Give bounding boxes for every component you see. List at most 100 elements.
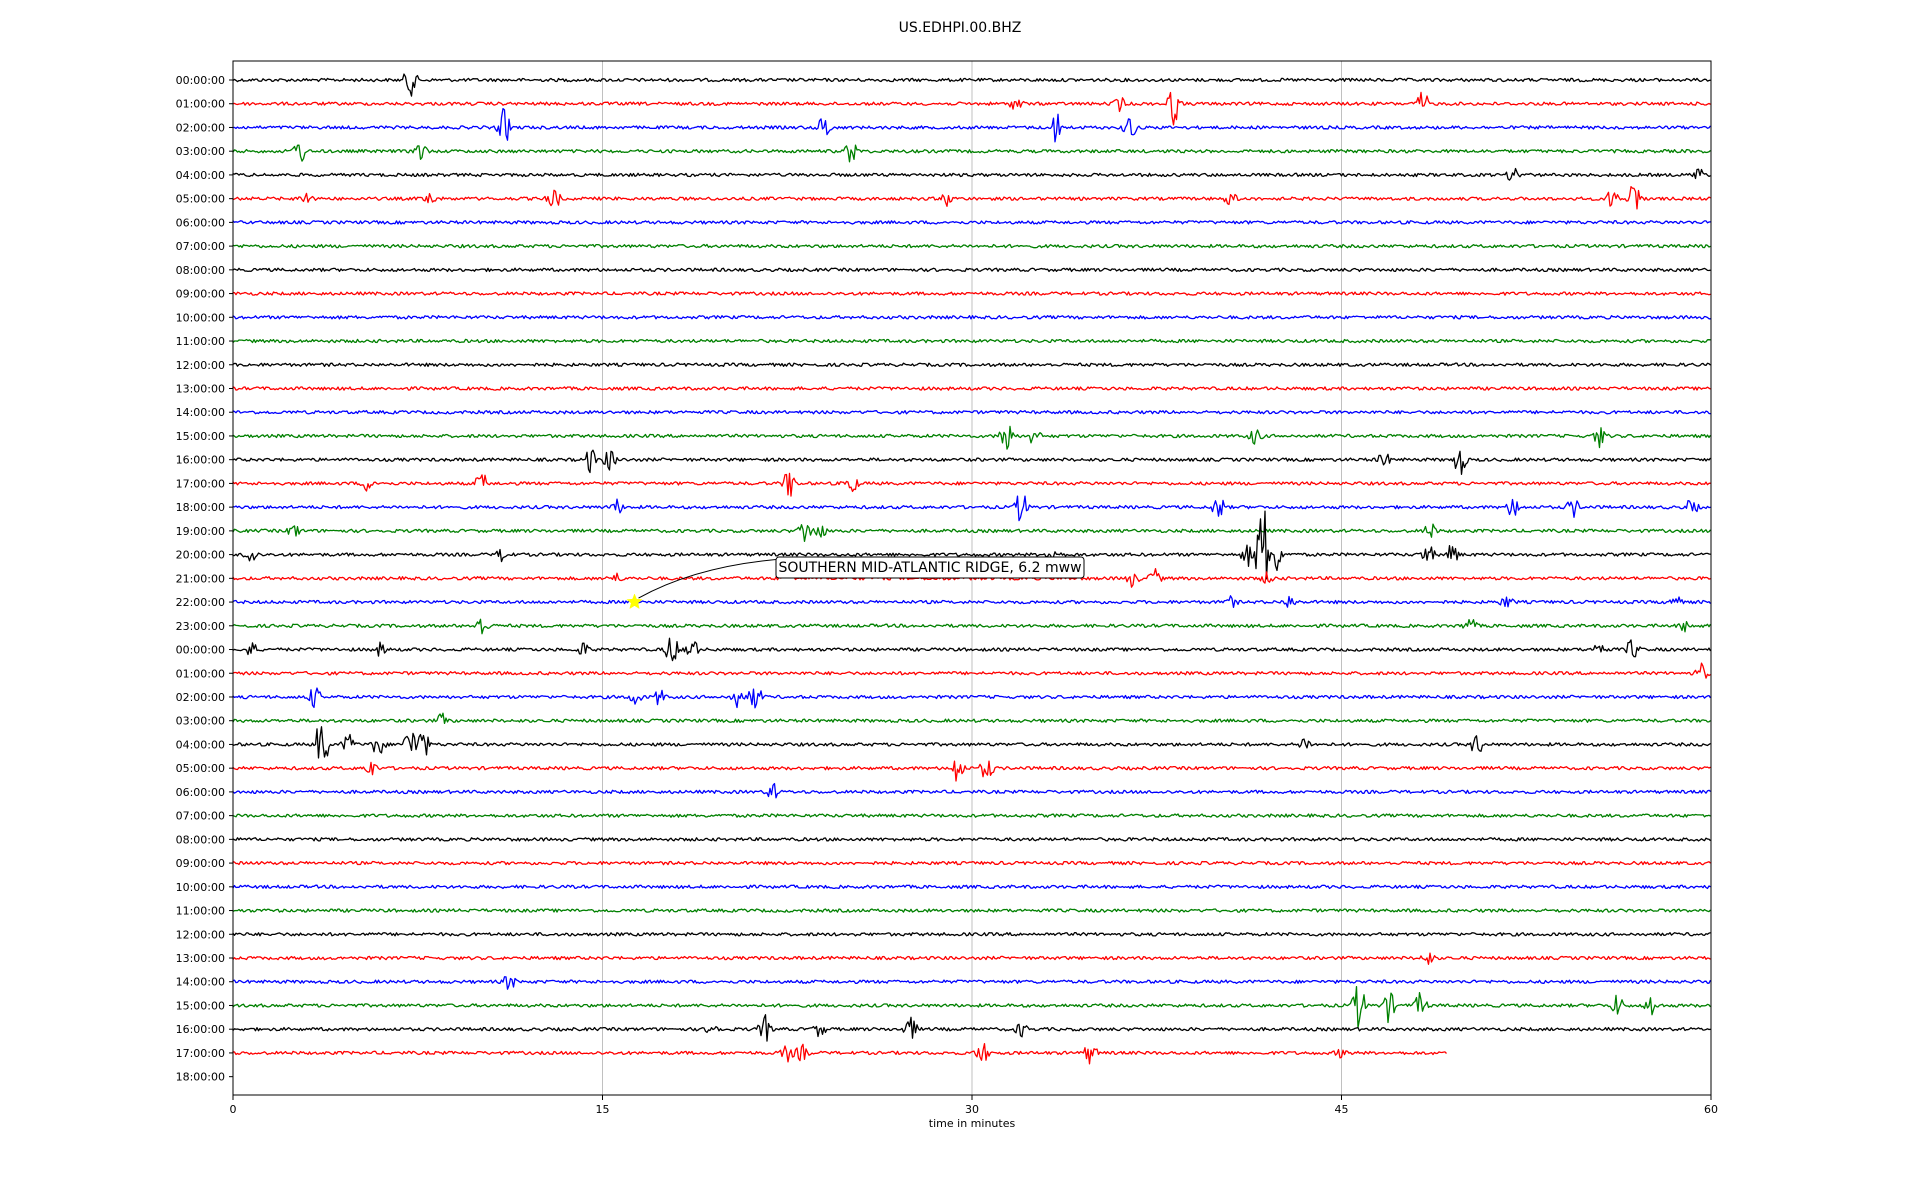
trace-row-13 xyxy=(232,386,1711,391)
row-label: 11:00:00 xyxy=(176,335,225,348)
event-annotation: SOUTHERN MID-ATLANTIC RIDGE, 6.2 mww xyxy=(626,556,1085,610)
row-label: 16:00:00 xyxy=(176,1023,225,1036)
row-label: 01:00:00 xyxy=(176,98,225,111)
trace-row-7 xyxy=(232,243,1711,249)
trace-row-39 xyxy=(232,985,1712,1029)
event-star-marker xyxy=(626,593,643,610)
trace-row-20 xyxy=(232,510,1711,580)
trace-row-18 xyxy=(232,495,1711,522)
row-label: 08:00:00 xyxy=(176,264,225,277)
row-label: 15:00:00 xyxy=(176,430,225,443)
trace-row-10 xyxy=(232,315,1711,320)
row-label: 02:00:00 xyxy=(176,121,225,134)
row-label: 02:00:00 xyxy=(176,691,225,704)
trace-row-3 xyxy=(232,144,1711,163)
trace-row-15 xyxy=(232,425,1712,450)
row-label: 00:00:00 xyxy=(176,74,225,87)
x-tick-label: 0 xyxy=(230,1103,237,1116)
row-label: 07:00:00 xyxy=(176,810,225,823)
row-label: 03:00:00 xyxy=(176,715,225,728)
plot-frame xyxy=(232,60,1712,1096)
row-label: 14:00:00 xyxy=(176,976,225,989)
row-label: 10:00:00 xyxy=(176,311,225,324)
row-label: 08:00:00 xyxy=(176,833,225,846)
trace-row-28 xyxy=(232,726,1711,759)
trace-row-25 xyxy=(232,662,1711,679)
row-label: 05:00:00 xyxy=(176,193,225,206)
x-tick-label: 45 xyxy=(1335,1103,1349,1116)
row-label: 17:00:00 xyxy=(176,1047,225,1060)
row-label: 13:00:00 xyxy=(176,952,225,965)
x-axis-label: time in minutes xyxy=(929,1117,1016,1130)
trace-row-2 xyxy=(232,107,1712,143)
annotation-text: SOUTHERN MID-ATLANTIC RIDGE, 6.2 mww xyxy=(778,560,1081,576)
trace-row-27 xyxy=(232,712,1711,725)
row-label: 18:00:00 xyxy=(176,1071,225,1084)
row-label: 09:00:00 xyxy=(176,288,225,301)
row-label: 06:00:00 xyxy=(176,216,225,229)
trace-row-26 xyxy=(232,687,1712,709)
x-tick-label: 15 xyxy=(596,1103,610,1116)
trace-row-16 xyxy=(232,449,1711,475)
trace-row-5 xyxy=(232,186,1711,210)
plot-title: US.EDHPI.00.BHZ xyxy=(898,20,1022,36)
row-label: 12:00:00 xyxy=(176,359,225,372)
row-label: 03:00:00 xyxy=(176,145,225,158)
row-label: 09:00:00 xyxy=(176,857,225,870)
trace-row-17 xyxy=(232,472,1711,497)
row-label: 15:00:00 xyxy=(176,999,225,1012)
trace-row-1 xyxy=(232,91,1711,126)
trace-row-19 xyxy=(232,523,1712,543)
row-label: 20:00:00 xyxy=(176,549,225,562)
trace-row-33 xyxy=(232,860,1711,866)
trace-row-32 xyxy=(232,837,1711,842)
trace-row-0 xyxy=(232,73,1711,97)
x-tick-label: 60 xyxy=(1704,1103,1718,1116)
row-label: 16:00:00 xyxy=(176,454,225,467)
trace-row-9 xyxy=(232,291,1711,296)
trace-row-31 xyxy=(232,813,1711,818)
trace-row-21 xyxy=(232,567,1711,588)
trace-row-40 xyxy=(232,1014,1711,1042)
traces xyxy=(232,73,1712,1065)
trace-row-14 xyxy=(232,409,1711,415)
trace-row-12 xyxy=(232,362,1711,368)
x-tick-label: 30 xyxy=(965,1103,979,1116)
trace-row-41 xyxy=(232,1042,1447,1065)
x-ticks: 0 15 30 45 60 xyxy=(230,1095,1718,1116)
trace-row-38 xyxy=(232,976,1712,990)
trace-row-4 xyxy=(232,167,1711,181)
annotation-box xyxy=(775,556,1085,579)
row-labels: 00:00:00 01:00:00 02:00:00 03:00:00 04:00:00… xyxy=(176,74,233,1084)
row-label: 12:00:00 xyxy=(176,928,225,941)
row-label: 14:00:00 xyxy=(176,406,225,419)
row-label: 05:00:00 xyxy=(176,762,225,775)
trace-row-34 xyxy=(232,884,1711,890)
trace-row-6 xyxy=(232,220,1711,225)
row-label: 00:00:00 xyxy=(176,644,225,657)
trace-row-29 xyxy=(232,760,1711,782)
trace-row-37 xyxy=(232,952,1711,965)
trace-row-8 xyxy=(232,267,1711,273)
row-label: 01:00:00 xyxy=(176,667,225,680)
row-label: 22:00:00 xyxy=(176,596,225,609)
annotation-arrow xyxy=(638,559,777,599)
row-label: 07:00:00 xyxy=(176,240,225,253)
trace-row-11 xyxy=(232,338,1711,344)
trace-row-36 xyxy=(232,932,1711,937)
trace-row-22 xyxy=(232,595,1712,609)
row-label: 18:00:00 xyxy=(176,501,225,514)
trace-row-35 xyxy=(232,908,1711,913)
row-label: 13:00:00 xyxy=(176,382,225,395)
row-label: 23:00:00 xyxy=(176,620,225,633)
row-label: 19:00:00 xyxy=(176,525,225,538)
row-label: 21:00:00 xyxy=(176,572,225,585)
row-label: 11:00:00 xyxy=(176,905,225,918)
row-label: 06:00:00 xyxy=(176,786,225,799)
row-label: 04:00:00 xyxy=(176,169,225,182)
row-label: 17:00:00 xyxy=(176,477,225,490)
row-label: 04:00:00 xyxy=(176,738,225,751)
trace-row-24 xyxy=(232,637,1712,662)
